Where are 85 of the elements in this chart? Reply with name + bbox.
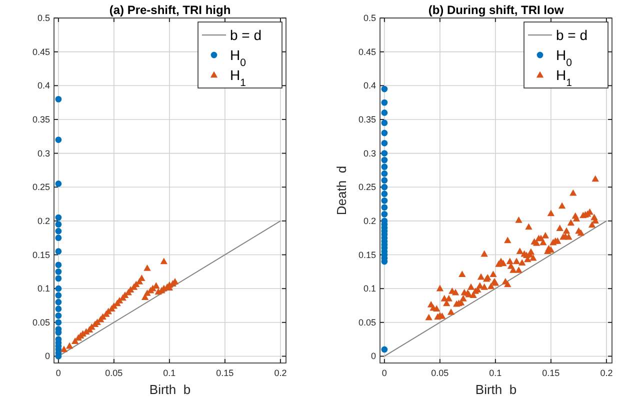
- point: [381, 210, 388, 218]
- point: [55, 262, 62, 268]
- point: [60, 346, 68, 352]
- x-tick-label: 0.1: [163, 368, 176, 378]
- point: [381, 164, 388, 170]
- point: [381, 140, 388, 146]
- point: [55, 234, 62, 242]
- y-tick-label: 0.45: [358, 46, 376, 57]
- x-tick-label: 0: [56, 368, 61, 378]
- y-tick-label: 0.4: [363, 80, 376, 91]
- y-tick-label: 0.2: [37, 216, 50, 226]
- point: [55, 292, 62, 299]
- point: [381, 190, 388, 198]
- point: [55, 214, 62, 221]
- legend-label: H$_{1}$: [556, 67, 572, 89]
- chart-title: (b) During shift, TRI low: [428, 3, 564, 17]
- point: [381, 86, 388, 92]
- legend-label: b = d: [556, 27, 588, 43]
- x-tick-label: 0: [382, 368, 387, 378]
- point: [55, 285, 62, 292]
- x-axis-title: Birth b: [475, 382, 517, 397]
- x-tick-label: 0.15: [542, 368, 560, 378]
- x-tick-label: 0.2: [274, 368, 287, 378]
- point: [55, 248, 62, 255]
- point: [381, 346, 388, 353]
- y-tick-label: 0: [44, 351, 50, 362]
- legend-label: H$_{1}$: [230, 67, 246, 89]
- y-tick-label: 0.45: [32, 46, 50, 57]
- x-tick-label: 0.2: [600, 368, 613, 378]
- point: [381, 156, 388, 164]
- y-tick-label: 0.05: [358, 317, 376, 328]
- y-tick-label: 0.25: [32, 182, 50, 192]
- point: [381, 204, 388, 211]
- y-tick-label: 0.35: [32, 114, 50, 124]
- y-tick-label: 0.15: [358, 250, 376, 260]
- point: [55, 298, 62, 306]
- point: [144, 290, 151, 296]
- y-tick-label: 0.25: [358, 182, 376, 192]
- y-tick-label: 0.1: [363, 284, 376, 294]
- x-tick-label: 0.05: [105, 368, 123, 378]
- point: [152, 282, 160, 288]
- point: [71, 338, 79, 344]
- point: [55, 319, 62, 326]
- y-tick-label: 0: [370, 351, 376, 362]
- point: [381, 130, 388, 136]
- x-axis-title: Birth b: [149, 382, 191, 397]
- y-tick-label: 0.1: [37, 284, 50, 294]
- point: [381, 110, 388, 116]
- point: [381, 184, 388, 190]
- point: [55, 306, 62, 312]
- legend-label: b = d: [230, 27, 262, 43]
- y-tick-label: 0.15: [32, 250, 50, 260]
- point: [138, 274, 146, 282]
- legend-label: H$_{0}$: [230, 47, 246, 69]
- x-tick-label: 0.15: [216, 368, 234, 378]
- point: [55, 180, 62, 187]
- point: [66, 342, 74, 349]
- legend-label: H$_{0}$: [556, 47, 572, 69]
- point: [55, 136, 62, 143]
- chart-title: (a) Pre-shift, TRI high: [109, 3, 231, 17]
- point: [55, 268, 62, 275]
- point: [55, 228, 62, 234]
- point: [55, 275, 62, 282]
- y-tick-label: 0.2: [363, 216, 376, 226]
- y-tick-label: 0.35: [358, 114, 376, 124]
- point: [55, 96, 62, 102]
- y-tick-label: 0.05: [32, 317, 50, 328]
- y-tick-label: 0.5: [363, 13, 376, 23]
- point: [55, 312, 62, 319]
- point: [381, 120, 388, 126]
- y-tick-label: 0.3: [37, 148, 50, 158]
- y-tick-label: 0.5: [37, 13, 50, 23]
- point: [160, 258, 168, 264]
- y-tick-label: 0.4: [37, 80, 50, 91]
- x-tick-label: 0.05: [431, 368, 449, 378]
- y-axis-title: Death d: [334, 166, 349, 216]
- point: [55, 221, 62, 228]
- point: [381, 177, 388, 184]
- point: [144, 264, 151, 271]
- point: [381, 99, 388, 106]
- x-tick-label: 0.1: [489, 368, 502, 378]
- point: [381, 150, 388, 156]
- point: [381, 197, 388, 204]
- y-tick-label: 0.3: [363, 148, 376, 158]
- point: [381, 170, 388, 177]
